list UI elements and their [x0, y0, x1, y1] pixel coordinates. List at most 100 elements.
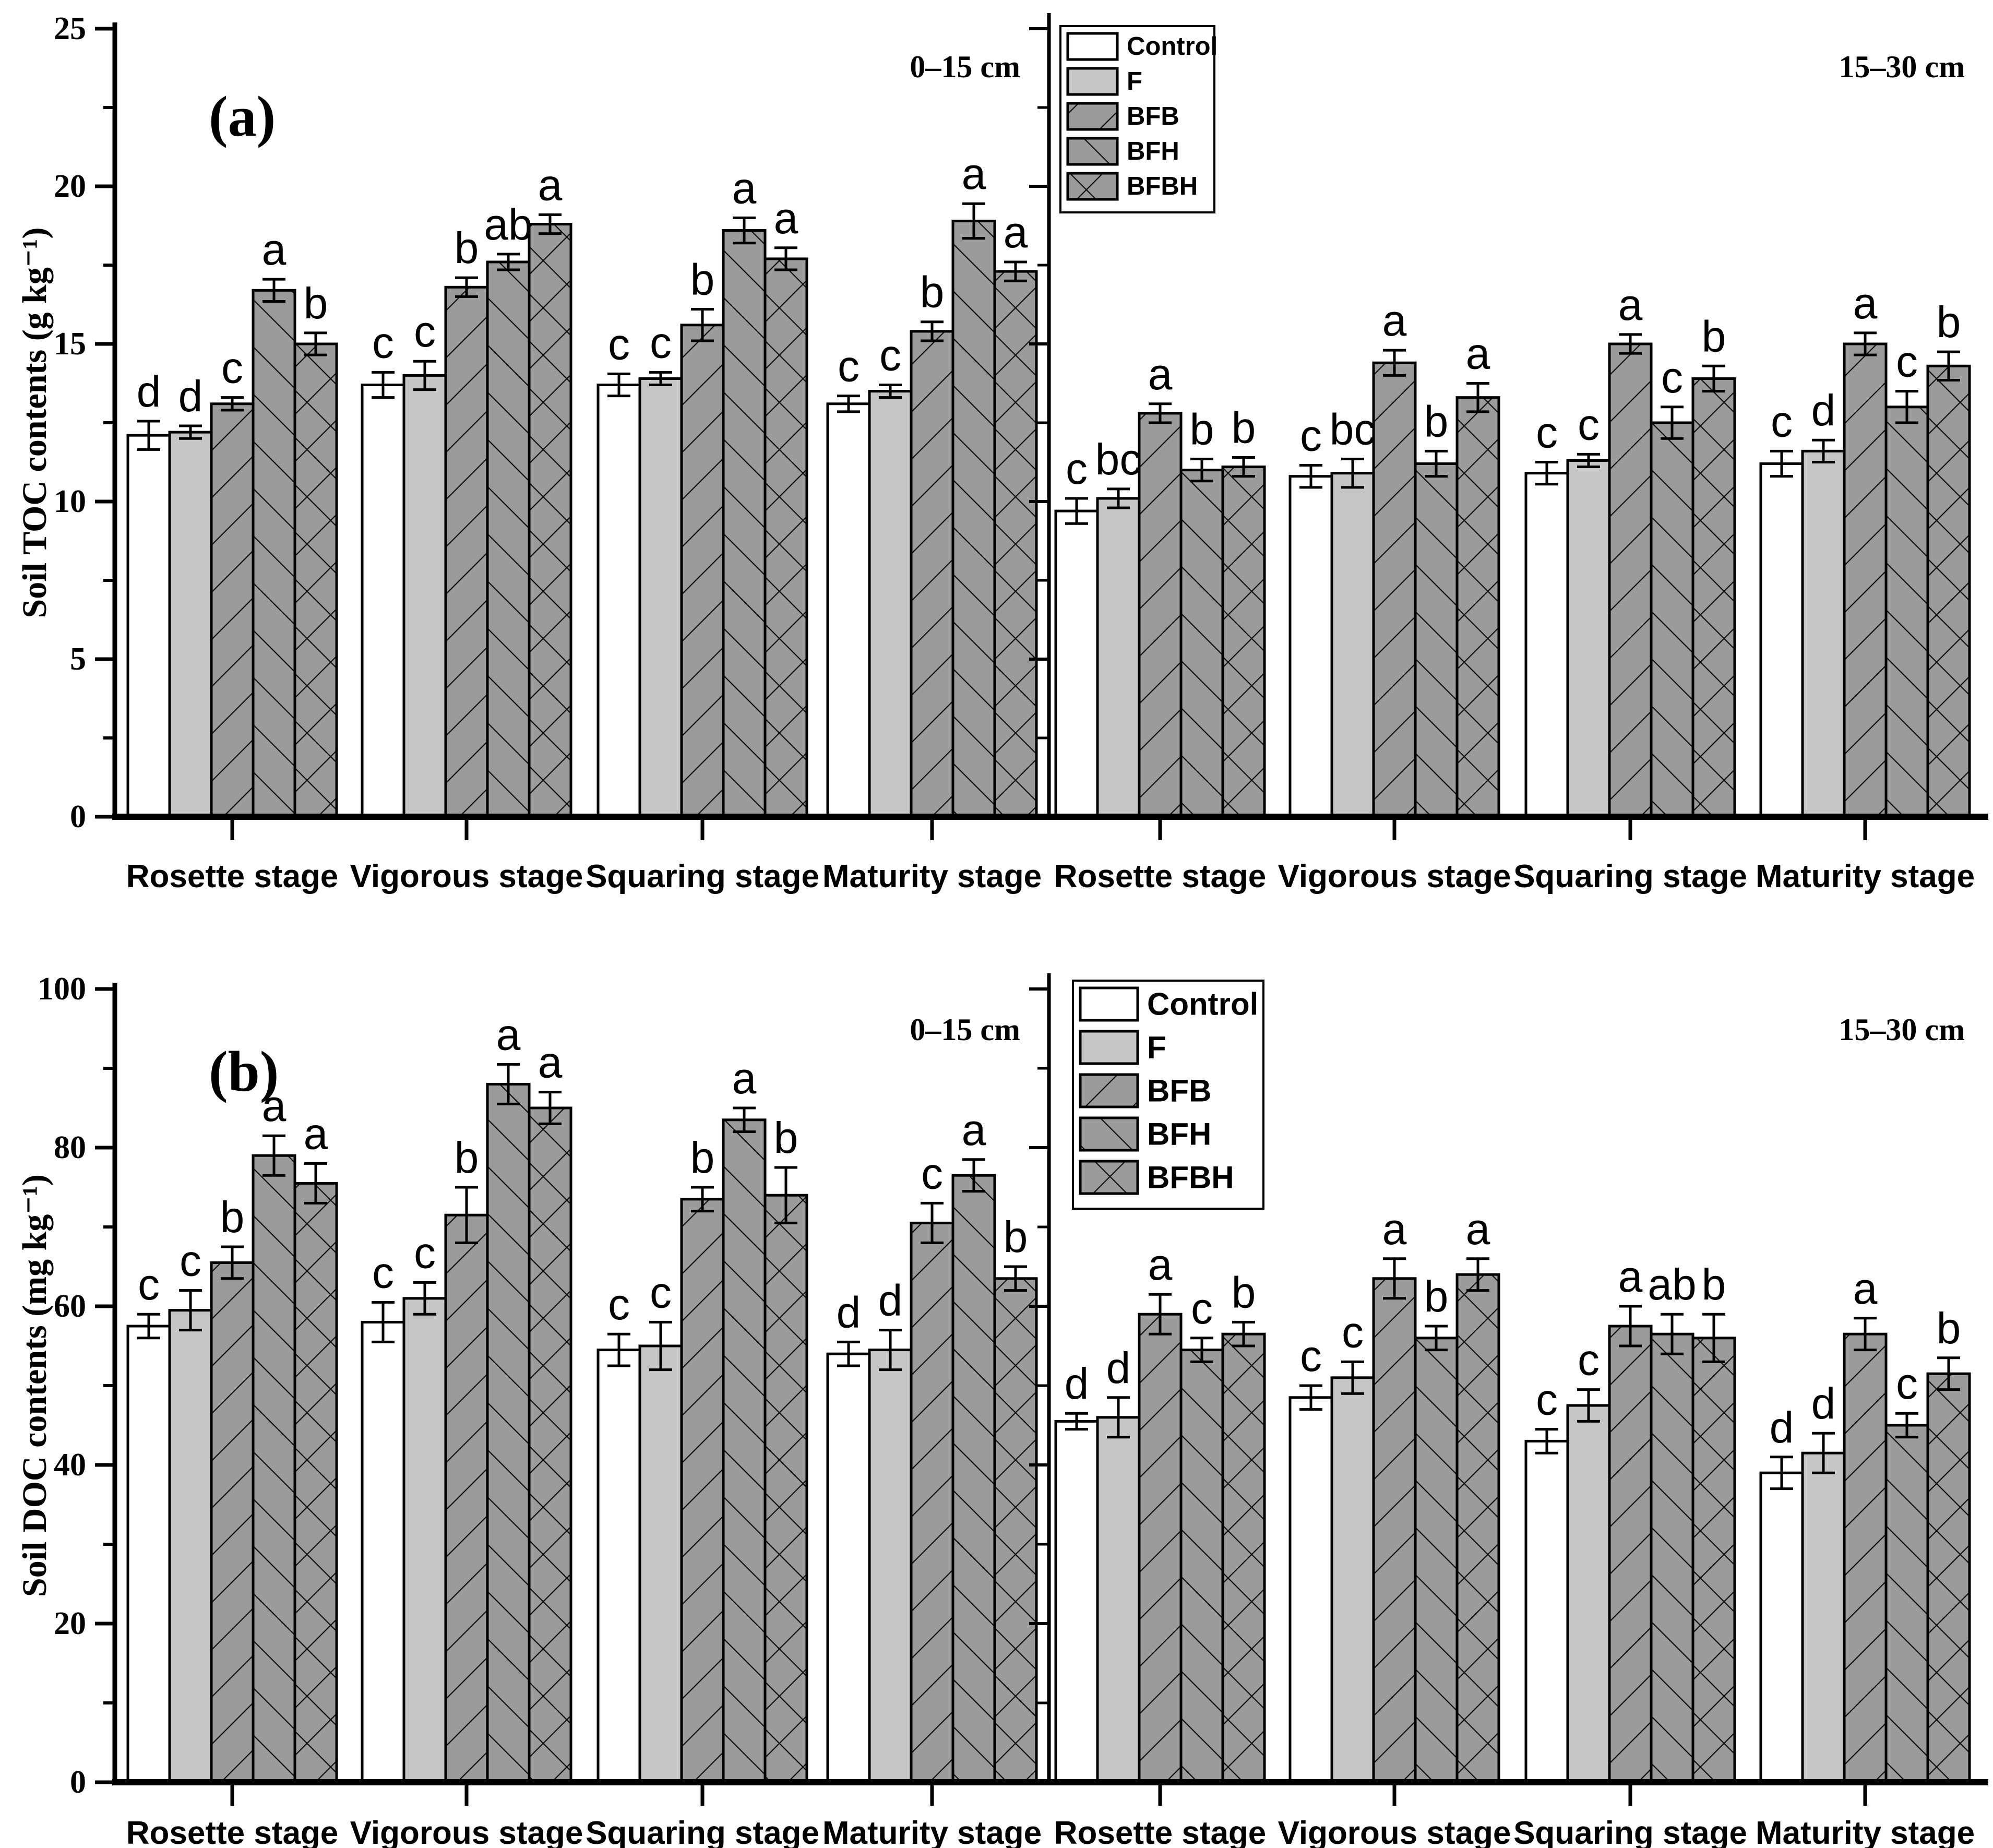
error-bar	[1065, 1412, 1088, 1431]
y-tick-label: 0	[70, 799, 86, 834]
error-bar	[1149, 402, 1172, 424]
bar-f-vigorous-sub1	[1330, 472, 1375, 818]
error-bar	[413, 360, 436, 391]
bar-bfbh-maturity-sub0	[993, 1277, 1038, 1784]
error-bar	[455, 276, 478, 298]
error-bar	[607, 372, 630, 398]
error-bar	[1466, 1257, 1489, 1292]
sig-letter: c	[1536, 408, 1558, 457]
stage-label: Maturity stage	[1756, 1815, 1975, 1848]
sig-letter: b	[1424, 397, 1449, 446]
sig-letter: c	[1191, 1284, 1213, 1333]
error-bar	[1702, 364, 1725, 393]
error-bar	[1466, 382, 1489, 413]
error-bar	[1425, 449, 1448, 478]
error-bar	[304, 331, 327, 356]
bar-control-squaring-sub1	[1524, 1439, 1569, 1784]
stage-label: Squaring stage	[586, 859, 819, 895]
sig-letter: b	[1702, 1260, 1726, 1309]
bar-bfh-maturity-sub0	[951, 219, 996, 818]
sig-letter: bc	[1330, 404, 1376, 454]
depth-label: 0–15 cm	[910, 1012, 1020, 1047]
sig-letter: c	[879, 331, 901, 380]
bar-bfb-rosette-sub0	[210, 1261, 255, 1784]
error-bar	[1383, 1257, 1406, 1300]
sig-letter: a	[1382, 1205, 1407, 1254]
bar-bfh-vigorous-sub0	[486, 1082, 531, 1784]
bar-bfh-maturity-sub0	[951, 1174, 996, 1784]
legend: Control F BFB BFH BFBH	[1059, 25, 1218, 213]
sig-letter: a	[538, 160, 563, 209]
sig-letter: b	[1937, 297, 1961, 347]
bar-bfbh-vigorous-sub1	[1455, 1273, 1500, 1784]
bar-f-squaring-sub0	[638, 1344, 683, 1784]
legend-swatch-bfh	[1066, 137, 1119, 166]
sig-letter: b	[455, 223, 479, 272]
sig-letter: c	[608, 1280, 630, 1329]
bar-bfbh-rosette-sub0	[293, 342, 338, 818]
error-bar	[962, 1158, 985, 1193]
sig-letter: c	[650, 318, 672, 367]
error-bar	[1107, 1396, 1130, 1439]
error-bar	[1341, 1360, 1364, 1395]
legend-swatch-f	[1079, 1030, 1139, 1065]
bar-bfh-rosette-sub0	[252, 1154, 296, 1784]
bar-bfh-maturity-sub1	[1884, 1424, 1929, 1784]
sig-letter: a	[1466, 1205, 1490, 1254]
sig-letter: c	[921, 1149, 943, 1198]
bar-bfbh-rosette-sub1	[1221, 466, 1266, 818]
sig-letter: b	[1702, 312, 1726, 361]
sig-letter: a	[304, 1109, 328, 1158]
error-bar	[1702, 1313, 1725, 1363]
error-bar	[879, 1329, 902, 1372]
bar-f-rosette-sub1	[1096, 1416, 1141, 1784]
error-bar	[1232, 456, 1255, 478]
sig-letter: d	[178, 372, 203, 421]
error-bar	[879, 384, 902, 399]
error-bar	[1854, 1317, 1877, 1352]
legend-label-bfh: BFH	[1127, 137, 1179, 165]
error-bar	[137, 420, 160, 451]
legend-swatch-bfh	[1079, 1116, 1139, 1152]
bar-bfb-vigorous-sub0	[444, 1213, 489, 1784]
bar-bfh-rosette-sub1	[1179, 469, 1224, 818]
error-bar	[1383, 349, 1406, 377]
sig-letter: b	[774, 1113, 798, 1162]
error-bar	[607, 1332, 630, 1367]
bar-control-rosette-sub1	[1054, 509, 1099, 818]
error-bar	[455, 1186, 478, 1244]
y-tick-label: 20	[54, 1606, 86, 1641]
legend: Control F BFB BFH BFBH	[1072, 980, 1264, 1210]
bar-bfbh-rosette-sub0	[293, 1182, 338, 1784]
error-bar	[962, 202, 985, 240]
sig-letter: a	[1853, 279, 1878, 328]
bar-control-vigorous-sub0	[361, 384, 405, 818]
bar-f-rosette-sub0	[168, 431, 213, 818]
bar-f-squaring-sub0	[638, 377, 683, 818]
sig-letter: c	[372, 1248, 394, 1297]
sig-letter: ab	[484, 200, 532, 249]
stage-label: Vigorous stage	[350, 1815, 583, 1848]
sig-letter: a	[732, 163, 757, 212]
sig-letter: c	[1896, 337, 1918, 386]
bar-bfbh-rosette-sub1	[1221, 1332, 1266, 1784]
panel-tag: (b)	[209, 1040, 279, 1103]
y-tick-label: 25	[54, 11, 86, 46]
legend-swatch-bfbh	[1066, 172, 1119, 201]
bar-control-maturity-sub1	[1759, 462, 1804, 818]
legend-swatch-bfb	[1066, 102, 1119, 131]
bar-bfh-squaring-sub1	[1650, 1332, 1694, 1784]
sig-letter: bc	[1095, 435, 1142, 484]
bar-bfb-vigorous-sub0	[444, 285, 489, 818]
bar-bfb-rosette-sub1	[1138, 412, 1183, 818]
sig-letter: a	[1618, 280, 1643, 329]
sig-letter: a	[732, 1054, 757, 1103]
y-tick-label: 60	[54, 1289, 86, 1324]
bar-bfh-vigorous-sub0	[486, 260, 531, 818]
stage-label: Vigorous stage	[350, 859, 583, 895]
sig-letter: b	[1232, 1268, 1256, 1317]
legend-label-bfb: BFB	[1127, 102, 1179, 130]
sig-letter: b	[690, 255, 715, 304]
